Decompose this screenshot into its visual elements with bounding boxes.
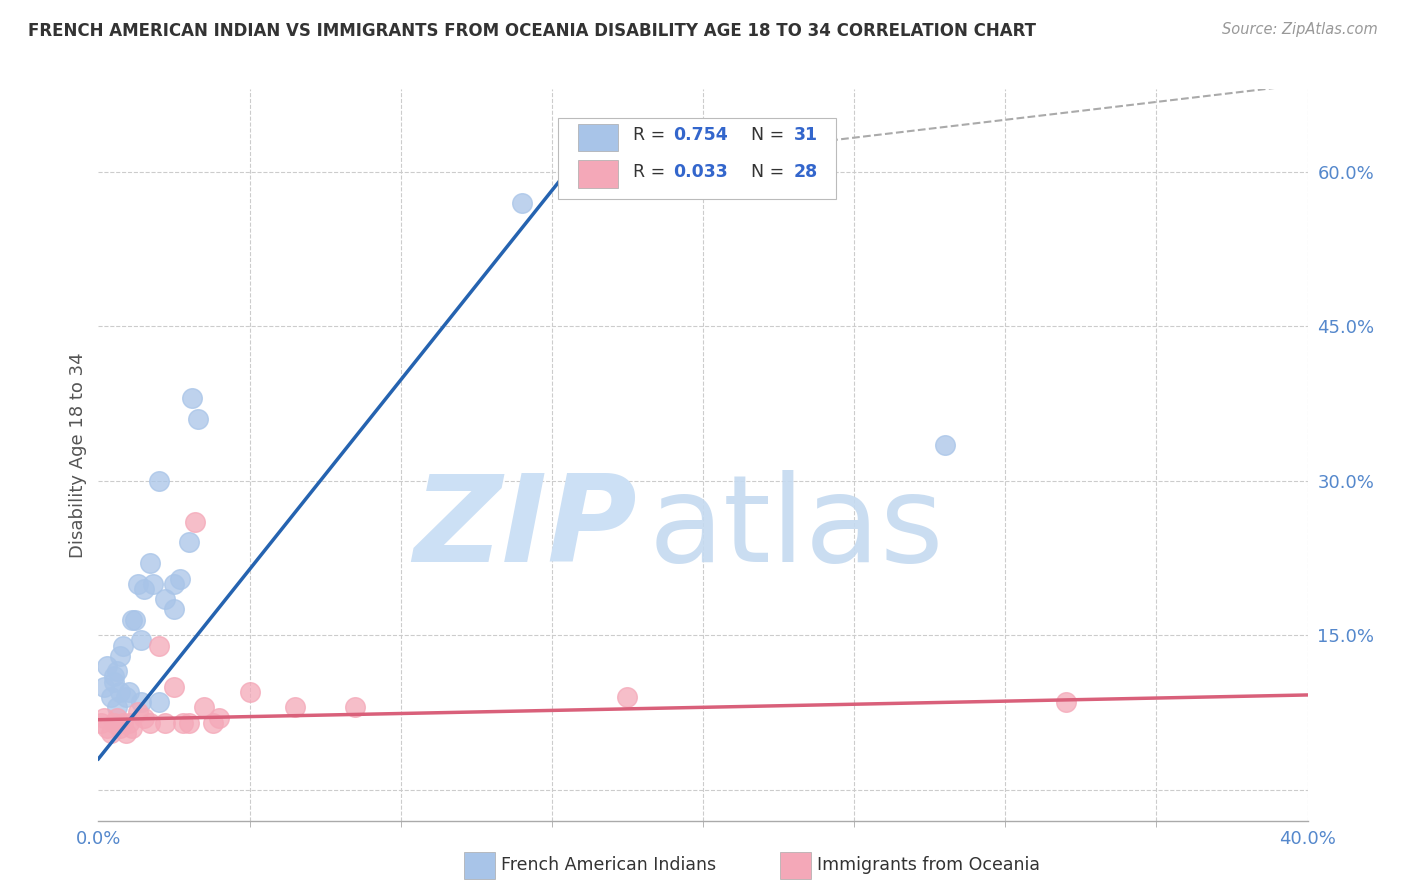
Point: [193, 700, 215, 714]
Point: [148, 639, 170, 653]
Point: [163, 680, 186, 694]
Point: [118, 685, 141, 699]
Point: [108, 648, 131, 663]
Text: R =: R =: [633, 163, 671, 181]
Point: [139, 556, 162, 570]
Point: [177, 715, 201, 730]
Point: [239, 685, 262, 699]
Point: [148, 474, 170, 488]
Point: [284, 700, 307, 714]
Point: [163, 602, 186, 616]
Point: [96, 721, 118, 735]
Point: [177, 535, 201, 549]
Text: 0.754: 0.754: [672, 127, 727, 145]
Text: FRENCH AMERICAN INDIAN VS IMMIGRANTS FROM OCEANIA DISABILITY AGE 18 TO 34 CORREL: FRENCH AMERICAN INDIAN VS IMMIGRANTS FRO…: [28, 22, 1036, 40]
Point: [181, 391, 204, 405]
Point: [148, 695, 170, 709]
Text: 0.033: 0.033: [672, 163, 727, 181]
FancyBboxPatch shape: [558, 119, 837, 199]
Text: ZIP: ZIP: [413, 469, 637, 587]
Point: [127, 706, 149, 720]
Point: [103, 669, 125, 683]
Point: [108, 721, 131, 735]
Point: [132, 582, 155, 596]
Point: [124, 613, 146, 627]
Point: [111, 639, 134, 653]
Point: [142, 576, 165, 591]
Point: [129, 633, 152, 648]
Point: [103, 674, 125, 689]
Point: [139, 715, 162, 730]
Text: 28: 28: [794, 163, 818, 181]
Text: Immigrants from Oceania: Immigrants from Oceania: [817, 856, 1040, 874]
Point: [172, 715, 194, 730]
Point: [105, 711, 128, 725]
Point: [1054, 695, 1077, 709]
Point: [114, 690, 136, 704]
Point: [105, 665, 128, 679]
Point: [114, 726, 136, 740]
Point: [132, 711, 155, 725]
Point: [105, 700, 128, 714]
Point: [208, 711, 231, 725]
Text: atlas: atlas: [648, 469, 945, 587]
Point: [129, 695, 152, 709]
Point: [93, 680, 115, 694]
Point: [121, 613, 143, 627]
Point: [111, 715, 134, 730]
Point: [187, 412, 209, 426]
Point: [184, 515, 207, 529]
Point: [153, 592, 176, 607]
Point: [163, 576, 186, 591]
Point: [127, 576, 149, 591]
Text: French American Indians: French American Indians: [501, 856, 716, 874]
Text: 31: 31: [794, 127, 818, 145]
Point: [202, 715, 225, 730]
Y-axis label: Disability Age 18 to 34: Disability Age 18 to 34: [69, 352, 87, 558]
Bar: [578, 124, 619, 152]
Point: [93, 711, 115, 725]
Point: [108, 685, 131, 699]
Point: [616, 690, 638, 704]
Text: Source: ZipAtlas.com: Source: ZipAtlas.com: [1222, 22, 1378, 37]
Point: [121, 721, 143, 735]
Text: R =: R =: [633, 127, 671, 145]
Point: [118, 715, 141, 730]
Point: [934, 437, 956, 451]
Point: [90, 715, 112, 730]
Point: [100, 726, 122, 740]
Text: N =: N =: [751, 163, 790, 181]
Point: [510, 195, 533, 210]
Text: N =: N =: [751, 127, 790, 145]
Bar: [578, 161, 619, 188]
Point: [344, 700, 367, 714]
Point: [103, 715, 125, 730]
Point: [169, 572, 191, 586]
Point: [100, 690, 122, 704]
Point: [96, 659, 118, 673]
Point: [153, 715, 176, 730]
